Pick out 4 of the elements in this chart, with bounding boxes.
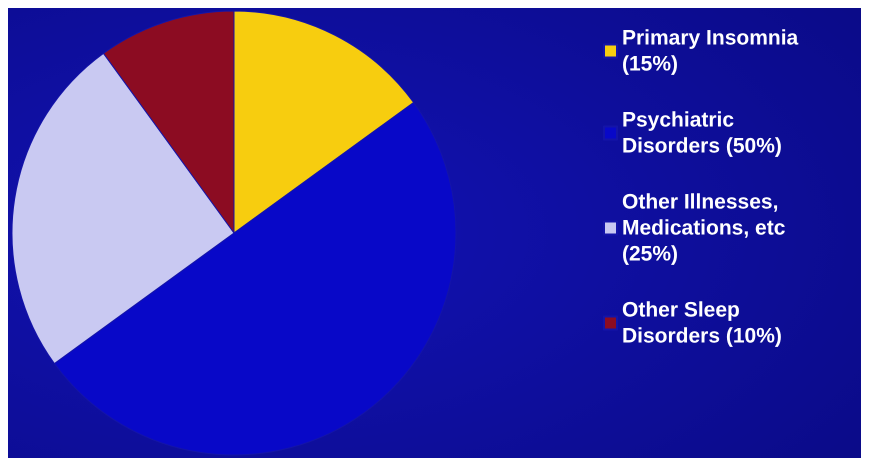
- legend-label: Primary Insomnia (15%): [622, 26, 804, 76]
- legend-label: Other Sleep Disorders (10%): [622, 298, 782, 348]
- legend-label: Other Illnesses, Medications, etc (25%): [622, 190, 792, 266]
- legend-label: Psychiatric Disorders (50%): [622, 108, 782, 158]
